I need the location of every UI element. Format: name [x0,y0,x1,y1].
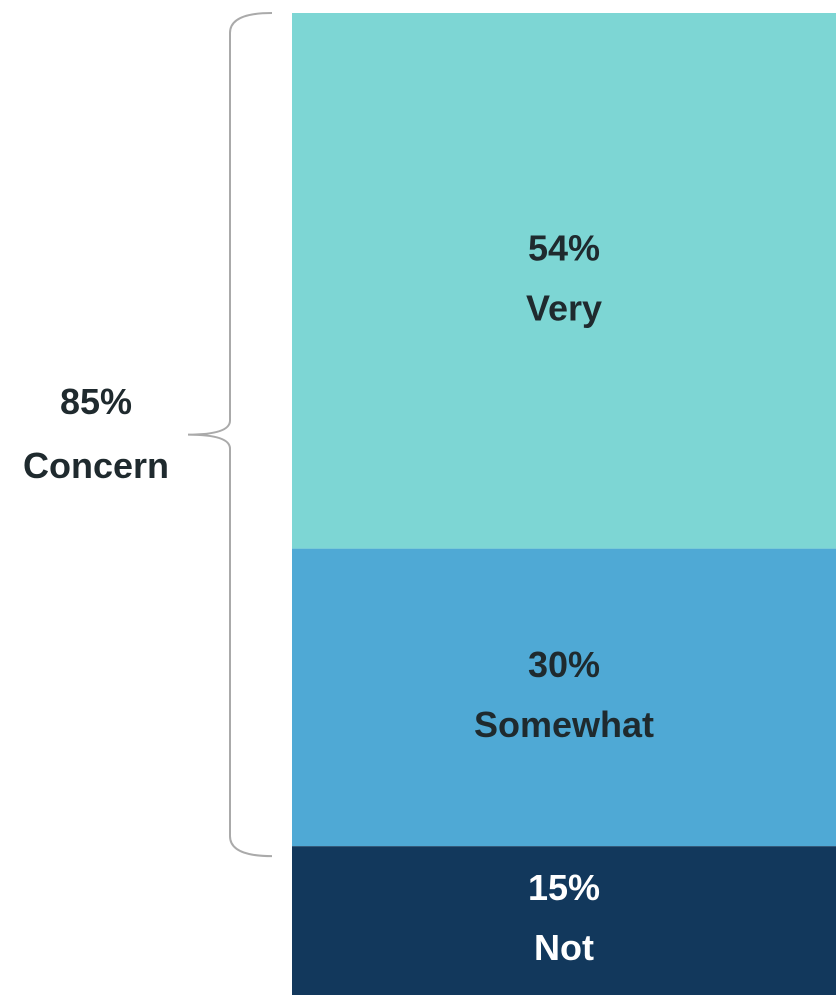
value-label: 54% [528,227,600,268]
value-label: 30% [528,644,600,685]
bar-segment [292,13,836,549]
bracket-label: Concern [23,445,169,486]
value-label: 15% [528,867,600,908]
segment-label: Not [534,927,594,968]
bracket-value-label: 85% [60,381,132,422]
segment-label: Somewhat [474,704,654,745]
segment-label: Very [526,287,602,328]
bar-segment [292,846,836,995]
bar-segment [292,548,836,847]
bracket [187,12,273,858]
